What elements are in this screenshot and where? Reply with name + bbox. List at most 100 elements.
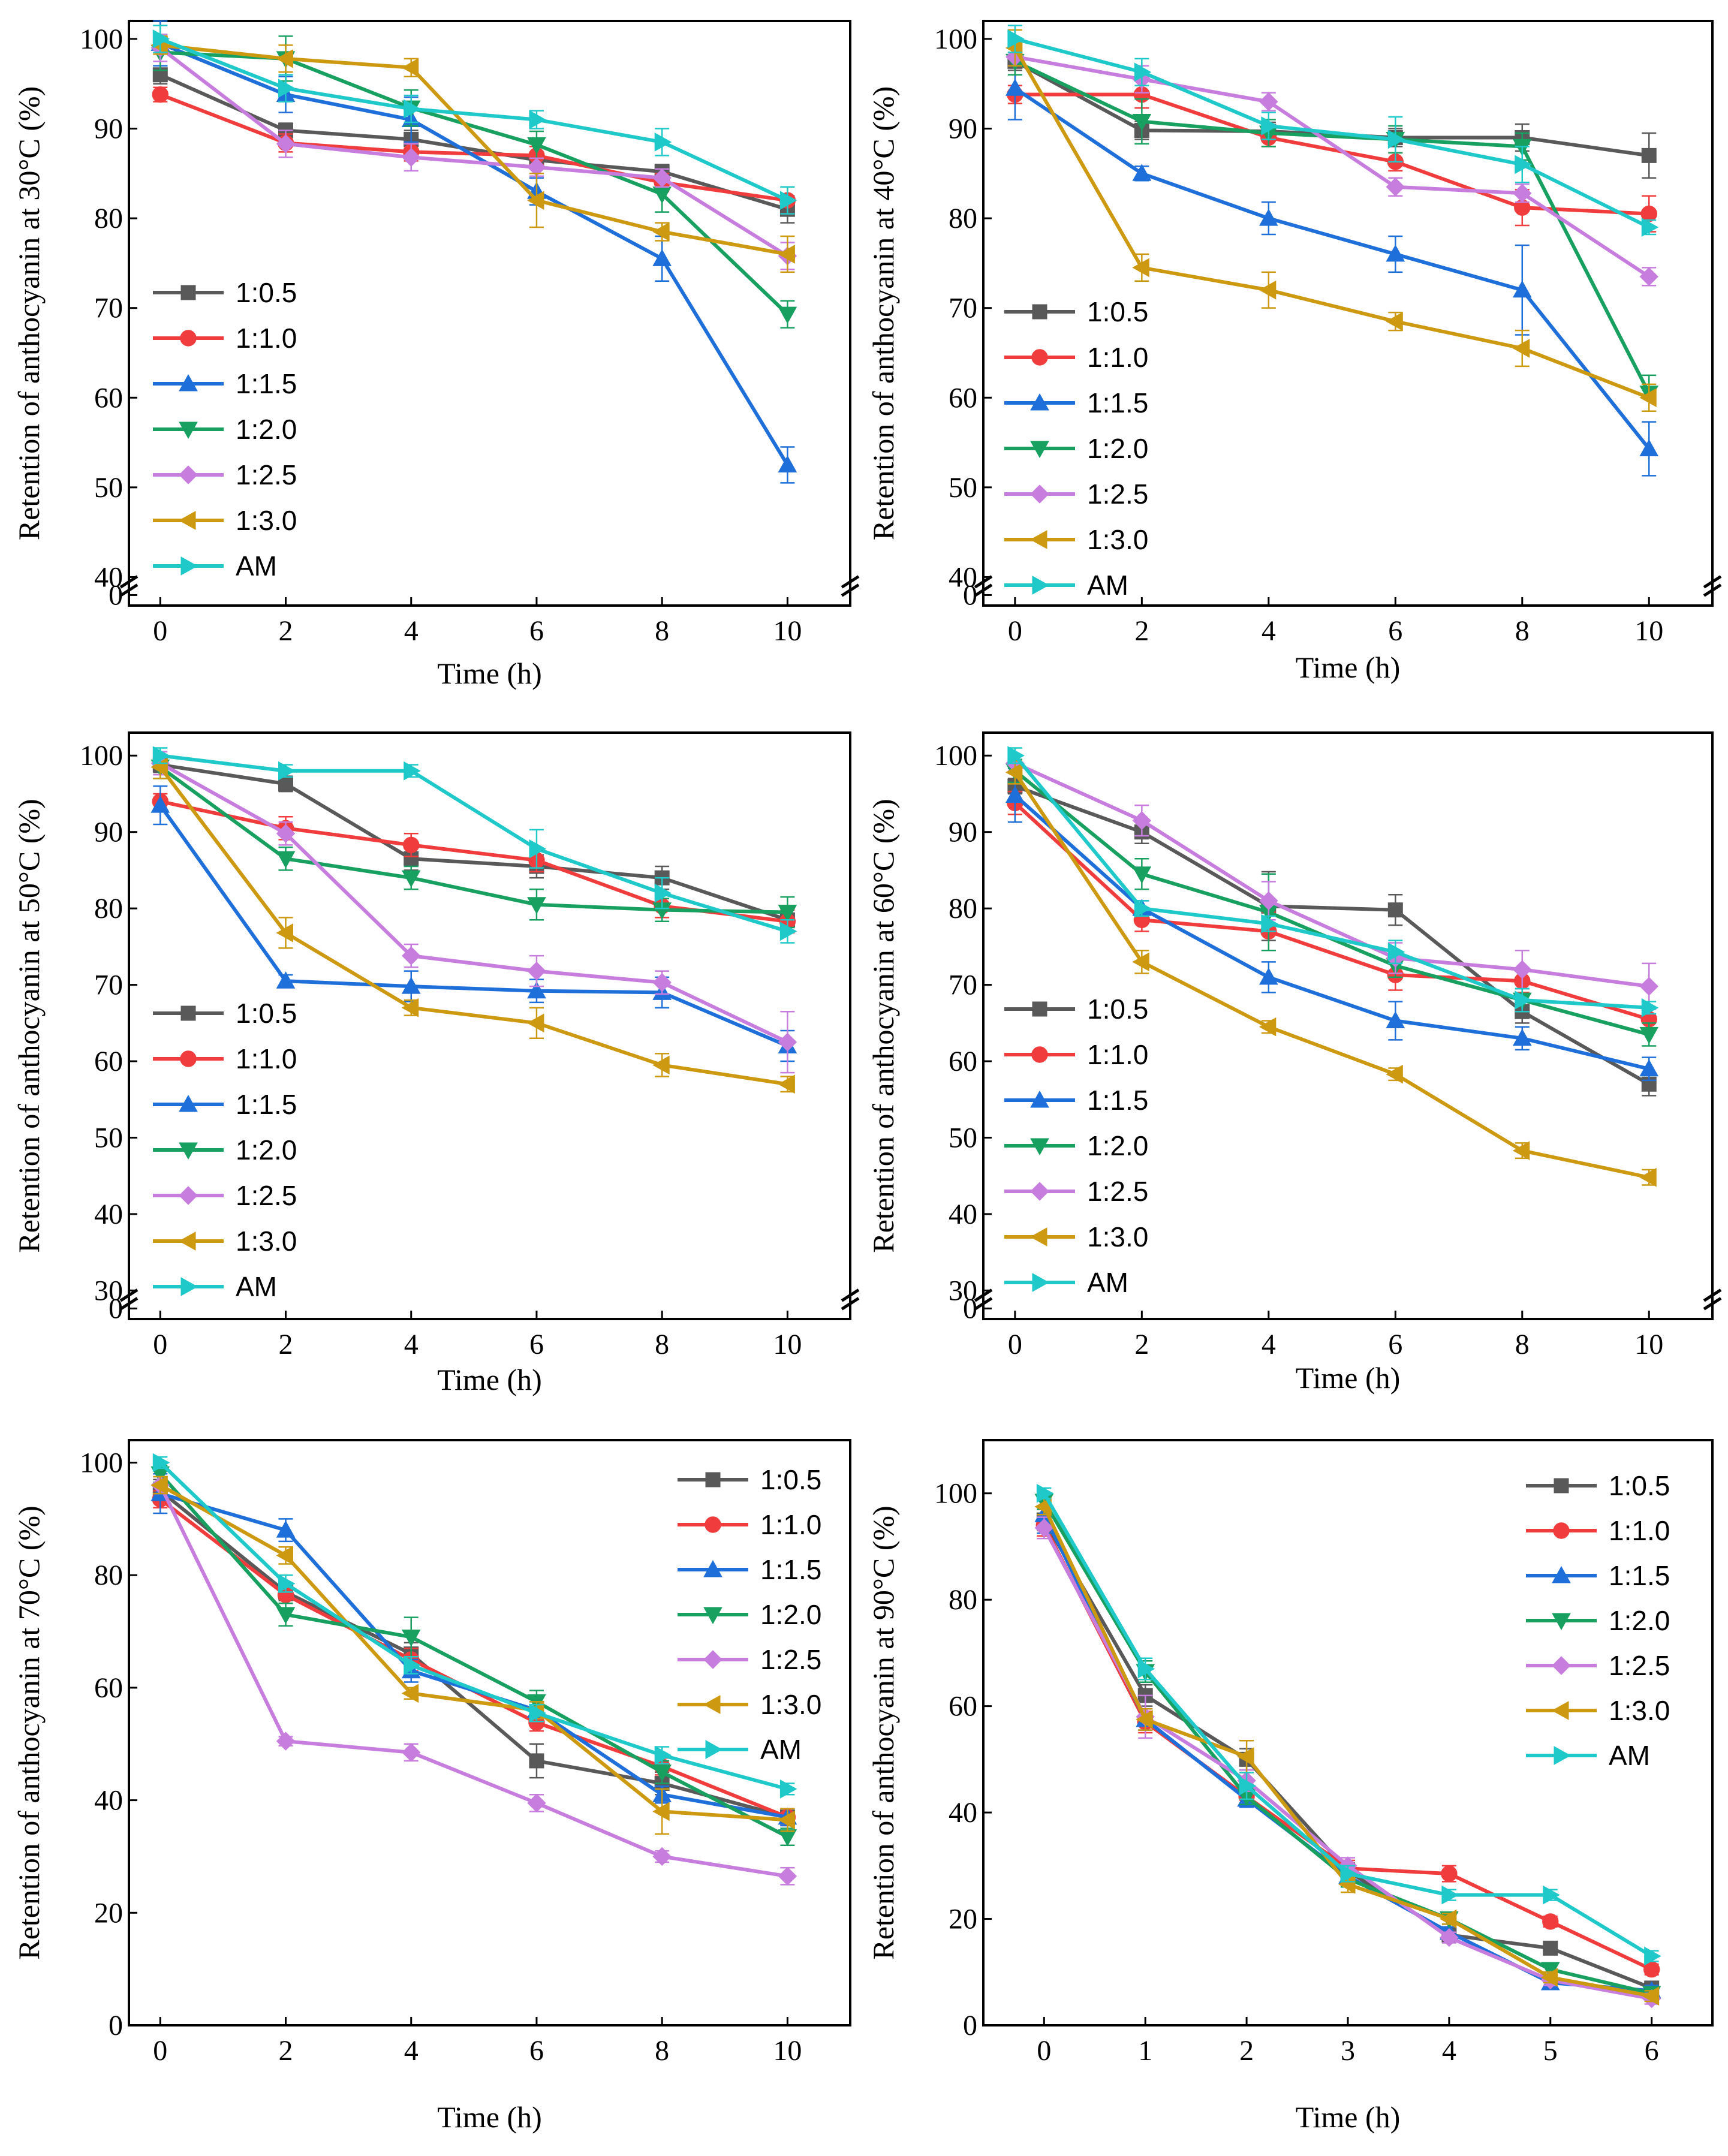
x-tick-label: 4 [1262, 615, 1276, 647]
series-AM [1007, 25, 1659, 237]
legend-marker [1029, 1227, 1047, 1246]
series-AM [152, 25, 797, 215]
legend-label: 1:3.0 [1087, 524, 1148, 555]
y-tick-label: 50 [94, 1122, 123, 1154]
data-point [278, 79, 296, 98]
data-point [276, 851, 296, 869]
x-tick-label: 1 [1138, 2035, 1152, 2067]
data-point [1134, 62, 1152, 82]
x-tick-label: 2 [1134, 615, 1149, 647]
x-tick-label: 4 [404, 2035, 419, 2067]
axis-break-mark [1703, 1297, 1722, 1311]
data-point [1006, 79, 1025, 96]
series-line [159, 1461, 788, 1791]
y-tick-label: 100 [80, 740, 123, 772]
y-tick-label: 50 [94, 472, 123, 504]
series-1:1.5 [1006, 767, 1659, 1082]
y-tick-label: 80 [94, 1559, 123, 1591]
legend: 1:0.5 1:1.0 1:1.5 1:2.0 1:2.5 1:3.0 AM [153, 998, 297, 1302]
data-point [401, 58, 419, 77]
legend-item: 1:1.0 [1004, 342, 1148, 373]
data-point [1132, 258, 1149, 278]
data-point [778, 1032, 797, 1052]
legend-label: 1:1.0 [236, 1043, 297, 1074]
legend-marker [1030, 484, 1049, 504]
data-point [1261, 116, 1278, 135]
legend-label: AM [760, 1734, 802, 1765]
data-point [1441, 1865, 1458, 1882]
data-point [276, 49, 294, 68]
data-point [1259, 280, 1277, 300]
plot-frame [128, 731, 851, 1320]
y-tick-label: 40 [94, 1785, 123, 1817]
legend-item: 1:2.0 [1004, 433, 1148, 464]
x-tick-label: 0 [153, 615, 167, 647]
legend-marker [703, 1650, 722, 1669]
x-tick-label: 10 [773, 1329, 802, 1360]
data-point [1006, 785, 1025, 803]
x-tick-label: 6 [529, 615, 544, 647]
data-point [1132, 866, 1152, 884]
y-tick-label: 80 [949, 203, 977, 234]
series-line [159, 73, 788, 212]
y-tick-label: 70 [949, 969, 977, 1001]
data-point [152, 29, 170, 49]
data-point [150, 796, 170, 813]
data-point [527, 961, 546, 981]
data-point [526, 191, 544, 210]
legend-marker [179, 1186, 198, 1205]
x-tick-label: 4 [1442, 2035, 1456, 2067]
y-tick-label: 60 [94, 382, 123, 414]
legend-label: 1:2.5 [236, 1180, 297, 1211]
series-1:1.5 [1034, 1495, 1661, 1998]
y-tick-label: 0 [963, 2010, 977, 2041]
legend-item: 1:2.5 [1004, 478, 1148, 510]
data-point [778, 1829, 797, 1847]
legend-item: 1:2.0 [678, 1599, 821, 1630]
legend-label: 1:3.0 [236, 1225, 297, 1257]
data-point [1259, 92, 1278, 112]
axis-break-mark [119, 1297, 139, 1311]
y-tick-label: 80 [94, 893, 123, 925]
legend-item: 1:2.0 [1004, 1130, 1148, 1161]
y-tick-label: 60 [949, 1691, 977, 1723]
legend-marker [1030, 441, 1049, 459]
series-line [1013, 802, 1650, 1021]
y-tick-label: 80 [949, 893, 977, 925]
data-point [652, 973, 672, 992]
series-line [1014, 761, 1649, 989]
x-tick-label: 0 [1008, 1329, 1022, 1360]
legend-item: AM [678, 1734, 802, 1765]
data-point [1639, 388, 1657, 408]
legend-item: 1:0.5 [153, 998, 297, 1029]
data-point [278, 1574, 296, 1594]
legend-label: 1:2.5 [1087, 1176, 1148, 1207]
legend-item: 1:2.5 [1526, 1650, 1670, 1681]
legend-item: 1:3.0 [153, 505, 297, 536]
legend-label: 1:1.5 [760, 1554, 821, 1585]
x-axis-title: Time (h) [1296, 2100, 1401, 2134]
data-point [527, 981, 546, 999]
legend-marker [178, 511, 196, 530]
y-axis-title: Retention of anthocyanin at 30°C (%) [12, 86, 46, 540]
x-tick-label: 3 [1341, 2035, 1355, 2067]
data-point [778, 905, 797, 922]
axis-break-mark [119, 1288, 139, 1302]
legend-label: 1:2.0 [236, 414, 297, 445]
data-point [1137, 1659, 1155, 1679]
data-point [1259, 1017, 1277, 1037]
data-point [1512, 280, 1532, 298]
y-tick-label: 30 [94, 1275, 123, 1306]
data-point [401, 1684, 419, 1703]
data-point [1136, 1709, 1153, 1729]
legend-marker [705, 1516, 721, 1533]
series-line [159, 41, 789, 466]
data-point [278, 761, 296, 781]
data-point [1034, 1518, 1054, 1538]
data-point [1386, 1064, 1403, 1084]
data-point [778, 455, 797, 472]
series-1:2.5 [1034, 1516, 1661, 2009]
legend-label: AM [236, 1271, 277, 1302]
y-axis-title: Retention of anthocyanin at 40°C (%) [866, 86, 900, 540]
